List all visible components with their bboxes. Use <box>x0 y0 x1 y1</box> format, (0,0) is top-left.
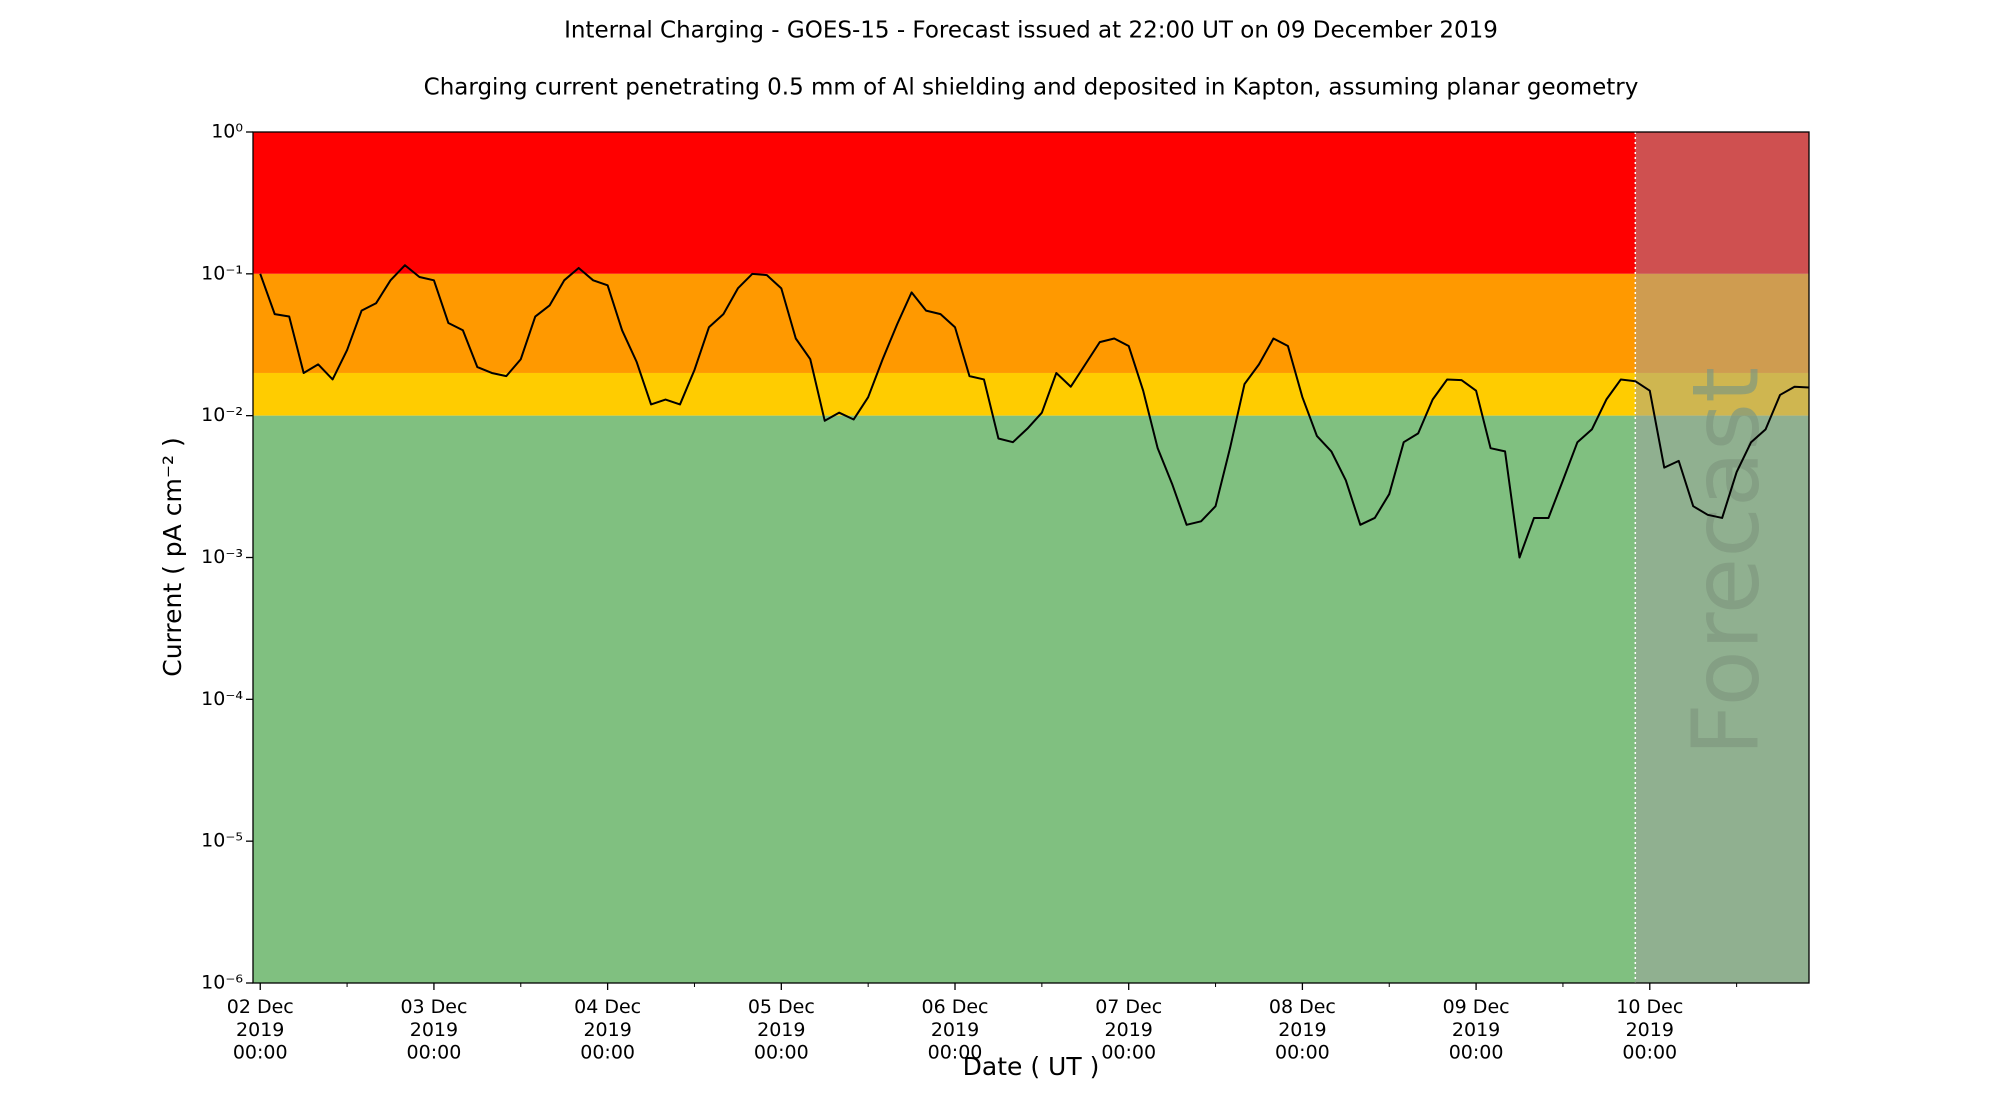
x-tick-label: 09 Dec 2019 00:00 <box>1443 996 1510 1064</box>
y-tick-label: 10⁰ <box>211 121 243 143</box>
x-tick-label: 06 Dec 2019 00:00 <box>922 996 989 1064</box>
threshold-band <box>253 372 1809 416</box>
y-tick-label: 10⁻⁶ <box>201 972 243 994</box>
y-tick-label: 10⁻² <box>201 404 243 426</box>
threshold-band <box>253 273 1809 373</box>
x-tick-label: 10 Dec 2019 00:00 <box>1616 996 1683 1064</box>
y-axis-label: Current ( pA cm⁻² ) <box>158 437 187 676</box>
forecast-label: Forecast <box>1673 367 1780 756</box>
threshold-band <box>253 132 1809 274</box>
x-tick-label: 08 Dec 2019 00:00 <box>1269 996 1336 1064</box>
x-tick-label: 04 Dec 2019 00:00 <box>574 996 641 1064</box>
x-axis-label: Date ( UT ) <box>963 1052 1100 1081</box>
x-tick-label: 07 Dec 2019 00:00 <box>1095 996 1162 1064</box>
y-tick-label: 10⁻⁴ <box>201 688 243 710</box>
y-tick-label: 10⁻¹ <box>201 262 243 284</box>
x-tick-label: 05 Dec 2019 00:00 <box>748 996 815 1064</box>
y-tick-label: 10⁻⁵ <box>201 830 243 852</box>
x-tick-label: 03 Dec 2019 00:00 <box>400 996 467 1064</box>
threshold-band <box>253 415 1809 984</box>
data-line <box>259 264 1810 559</box>
x-tick-label: 02 Dec 2019 00:00 <box>227 996 294 1064</box>
chart-title: Internal Charging - GOES-15 - Forecast i… <box>564 18 1498 44</box>
y-tick-label: 10⁻³ <box>201 546 243 568</box>
chart-subtitle: Charging current penetrating 0.5 mm of A… <box>424 75 1639 101</box>
forecast-region <box>1635 132 1809 983</box>
